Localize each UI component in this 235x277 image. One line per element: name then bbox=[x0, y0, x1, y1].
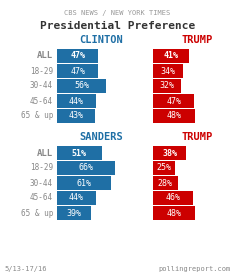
Text: 18-29: 18-29 bbox=[30, 66, 53, 76]
Text: 65 & up: 65 & up bbox=[21, 112, 53, 120]
Bar bbox=[153, 79, 181, 93]
Text: 25%: 25% bbox=[157, 163, 172, 173]
Text: ALL: ALL bbox=[37, 148, 53, 158]
Text: 32%: 32% bbox=[160, 81, 175, 91]
Text: ALL: ALL bbox=[37, 52, 53, 60]
Text: 47%: 47% bbox=[70, 66, 85, 76]
Text: 34%: 34% bbox=[161, 66, 176, 76]
Text: 56%: 56% bbox=[74, 81, 89, 91]
Text: 48%: 48% bbox=[167, 112, 182, 120]
Bar bbox=[153, 206, 195, 220]
Text: 44%: 44% bbox=[69, 96, 84, 106]
Bar bbox=[57, 176, 111, 190]
Bar bbox=[57, 161, 115, 175]
Text: 46%: 46% bbox=[166, 194, 181, 202]
Bar bbox=[57, 191, 96, 205]
Bar bbox=[153, 176, 178, 190]
Text: pollingreport.com: pollingreport.com bbox=[159, 266, 231, 272]
Text: 45-64: 45-64 bbox=[30, 96, 53, 106]
Bar bbox=[57, 94, 96, 108]
Text: 45-64: 45-64 bbox=[30, 194, 53, 202]
Text: Presidential Preference: Presidential Preference bbox=[40, 21, 195, 31]
Text: 65 & up: 65 & up bbox=[21, 209, 53, 217]
Bar bbox=[57, 206, 91, 220]
Text: CLINTON: CLINTON bbox=[79, 35, 123, 45]
Bar bbox=[57, 49, 98, 63]
Text: SANDERS: SANDERS bbox=[79, 132, 123, 142]
Bar bbox=[153, 49, 189, 63]
Text: CBS NEWS / NEW YORK TIMES: CBS NEWS / NEW YORK TIMES bbox=[64, 10, 171, 16]
Text: 41%: 41% bbox=[164, 52, 179, 60]
Text: 66%: 66% bbox=[78, 163, 94, 173]
Bar bbox=[57, 64, 98, 78]
Bar bbox=[57, 146, 102, 160]
Bar bbox=[153, 146, 186, 160]
Text: TRUMP: TRUMP bbox=[181, 35, 213, 45]
Text: 47%: 47% bbox=[166, 96, 181, 106]
Bar bbox=[153, 161, 175, 175]
Text: 30-44: 30-44 bbox=[30, 81, 53, 91]
Text: 5/13-17/16: 5/13-17/16 bbox=[4, 266, 47, 272]
Bar bbox=[153, 191, 193, 205]
Text: 18-29: 18-29 bbox=[30, 163, 53, 173]
Bar bbox=[57, 79, 106, 93]
Bar bbox=[153, 94, 194, 108]
Text: 48%: 48% bbox=[167, 209, 182, 217]
Bar bbox=[153, 109, 195, 123]
Text: 44%: 44% bbox=[69, 194, 84, 202]
Text: 38%: 38% bbox=[162, 148, 177, 158]
Bar bbox=[57, 109, 95, 123]
Text: 30-44: 30-44 bbox=[30, 178, 53, 188]
Bar bbox=[153, 64, 183, 78]
Text: 39%: 39% bbox=[67, 209, 82, 217]
Text: 61%: 61% bbox=[76, 178, 91, 188]
Text: 28%: 28% bbox=[158, 178, 173, 188]
Text: TRUMP: TRUMP bbox=[181, 132, 213, 142]
Text: 43%: 43% bbox=[68, 112, 83, 120]
Text: 51%: 51% bbox=[72, 148, 87, 158]
Text: 47%: 47% bbox=[70, 52, 85, 60]
